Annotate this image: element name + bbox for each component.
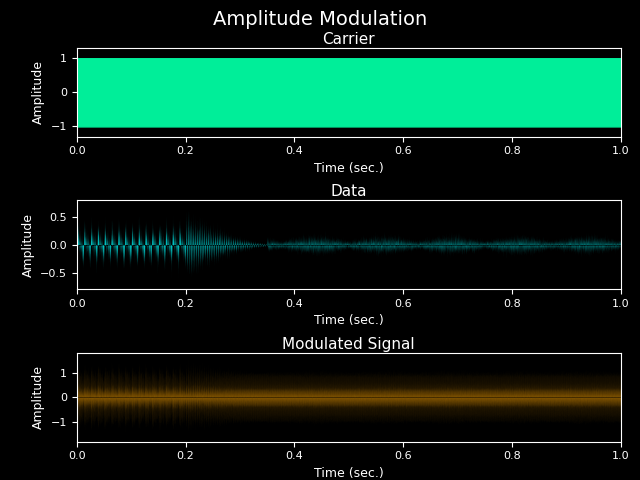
Title: Data: Data: [330, 184, 367, 199]
X-axis label: Time (sec.): Time (sec.): [314, 162, 383, 175]
Y-axis label: Amplitude: Amplitude: [32, 365, 45, 429]
Text: Amplitude Modulation: Amplitude Modulation: [213, 10, 427, 29]
Title: Modulated Signal: Modulated Signal: [282, 337, 415, 352]
Y-axis label: Amplitude: Amplitude: [32, 60, 45, 124]
X-axis label: Time (sec.): Time (sec.): [314, 467, 383, 480]
Title: Carrier: Carrier: [323, 32, 375, 47]
X-axis label: Time (sec.): Time (sec.): [314, 314, 383, 327]
Y-axis label: Amplitude: Amplitude: [22, 213, 35, 277]
